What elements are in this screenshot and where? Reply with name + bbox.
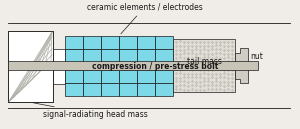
Text: signal-radiating head mass: signal-radiating head mass [33, 103, 147, 119]
Bar [155, 49, 173, 62]
Bar [155, 70, 173, 83]
Bar [119, 49, 137, 62]
Bar [83, 36, 101, 49]
Text: nut: nut [250, 52, 263, 61]
Bar [137, 36, 155, 49]
Bar [83, 83, 101, 96]
Bar [65, 36, 83, 49]
Bar [137, 70, 155, 83]
Bar [8, 61, 258, 70]
Text: ceramic elements / electrodes: ceramic elements / electrodes [87, 2, 203, 34]
Bar [119, 83, 137, 96]
Bar [101, 36, 119, 49]
Bar [101, 49, 119, 62]
Bar [83, 49, 101, 62]
Bar [101, 83, 119, 96]
Bar [83, 70, 101, 83]
Bar [119, 70, 137, 83]
Bar [65, 83, 83, 96]
Bar [101, 70, 119, 83]
Bar [155, 36, 173, 49]
Text: tail mass: tail mass [187, 57, 221, 66]
Bar [137, 49, 155, 62]
Bar [65, 70, 83, 83]
Polygon shape [235, 48, 248, 83]
Bar [155, 83, 173, 96]
Bar [65, 49, 83, 62]
Bar [119, 36, 137, 49]
Bar [8, 31, 53, 102]
Bar [8, 31, 53, 102]
Bar [137, 83, 155, 96]
Bar [173, 39, 235, 92]
Text: compression / pre-stress bolt: compression / pre-stress bolt [92, 62, 218, 71]
Bar [53, 49, 65, 84]
